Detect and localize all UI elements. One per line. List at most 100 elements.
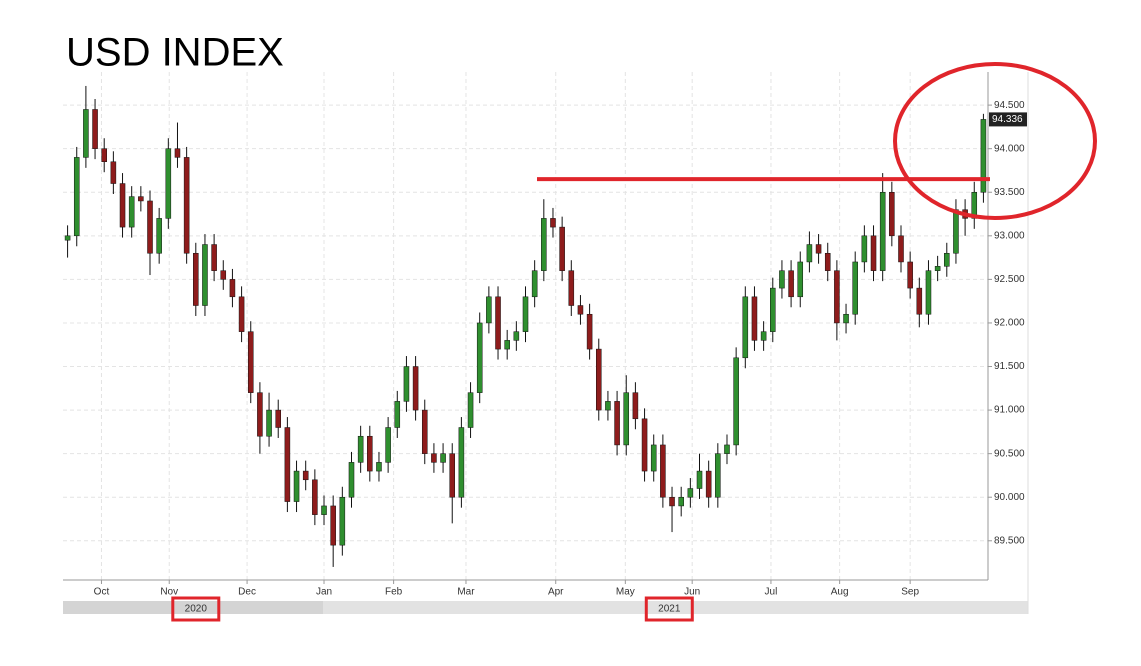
candle-body bbox=[165, 148, 172, 219]
y-tick-label: 92.500 bbox=[994, 274, 1025, 285]
candle-body bbox=[110, 161, 117, 184]
candle-body bbox=[889, 191, 895, 237]
candle-body bbox=[73, 157, 80, 237]
x-tick-label: Aug bbox=[831, 587, 849, 598]
year-label: 2021 bbox=[658, 604, 681, 615]
year-highlight bbox=[171, 596, 221, 622]
candle-body bbox=[898, 235, 904, 263]
y-tick-label: 91.000 bbox=[994, 405, 1025, 416]
candle-body bbox=[238, 296, 245, 332]
y-tick-label: 93.500 bbox=[994, 187, 1025, 198]
candle-body bbox=[614, 401, 620, 446]
candle-body bbox=[247, 331, 254, 393]
y-tick-label: 91.500 bbox=[994, 361, 1025, 372]
candle-body bbox=[302, 470, 309, 481]
candle-body bbox=[870, 235, 877, 271]
candle-body bbox=[559, 226, 565, 271]
candle-body bbox=[550, 218, 556, 228]
candle-body bbox=[586, 313, 593, 350]
y-tick-label: 93.000 bbox=[994, 230, 1025, 241]
candle-body bbox=[101, 148, 107, 162]
chart-title: USD INDEX bbox=[66, 31, 284, 75]
candle-body bbox=[678, 496, 684, 507]
highlight-circle bbox=[893, 62, 1097, 220]
year-label: 2020 bbox=[185, 604, 208, 615]
candle-body bbox=[504, 340, 510, 350]
last-price-label: 94.336 bbox=[992, 114, 1023, 125]
x-tick-label: Nov bbox=[160, 587, 178, 598]
candle-body bbox=[806, 244, 813, 263]
x-tick-label: Sep bbox=[901, 587, 919, 598]
candle-body bbox=[944, 252, 950, 267]
candle-body bbox=[632, 392, 639, 420]
candle-body bbox=[394, 401, 401, 428]
candle-body bbox=[495, 296, 501, 350]
y-tick-label: 89.500 bbox=[994, 535, 1025, 546]
candle-body bbox=[834, 270, 840, 324]
candle-body bbox=[440, 453, 446, 463]
candle-body bbox=[357, 435, 364, 463]
candle-body bbox=[412, 366, 419, 411]
candle-body bbox=[403, 366, 410, 402]
candle-body bbox=[971, 191, 978, 219]
y-tick-label: 94.500 bbox=[994, 100, 1025, 111]
candle-body bbox=[907, 261, 913, 289]
candle-body bbox=[174, 148, 181, 158]
candle-body bbox=[330, 505, 336, 546]
candle-body bbox=[312, 479, 318, 515]
y-tick-label: 92.000 bbox=[994, 318, 1025, 329]
y-tick-label: 94.000 bbox=[994, 143, 1025, 154]
x-tick-label: Jan bbox=[316, 587, 332, 598]
candle-body bbox=[266, 409, 272, 437]
candle-body bbox=[275, 409, 281, 428]
x-tick-label: Oct bbox=[94, 587, 110, 598]
candle-body bbox=[953, 209, 959, 254]
x-tick-label: Dec bbox=[238, 587, 256, 598]
candle-body bbox=[705, 470, 712, 498]
candle-body bbox=[486, 296, 492, 324]
candle-body bbox=[92, 109, 98, 149]
candle-body bbox=[861, 235, 868, 263]
candle-body bbox=[568, 270, 575, 306]
candle-body bbox=[577, 305, 584, 315]
candle-body bbox=[623, 392, 630, 446]
candle-body bbox=[119, 183, 126, 228]
candle-body bbox=[541, 218, 547, 271]
candle-body bbox=[431, 453, 437, 463]
candle-body bbox=[660, 444, 666, 498]
candle-body bbox=[742, 296, 749, 359]
candle-body bbox=[650, 444, 657, 472]
candle-body bbox=[797, 261, 804, 298]
candle-body bbox=[138, 196, 144, 202]
candle-body bbox=[128, 196, 135, 228]
x-tick-label: May bbox=[616, 587, 635, 598]
candle-body bbox=[284, 427, 291, 502]
candle-body bbox=[83, 109, 89, 158]
candle-body bbox=[788, 270, 794, 298]
candle-body bbox=[156, 218, 162, 254]
candle-body bbox=[147, 200, 153, 254]
candle-body bbox=[293, 470, 300, 502]
x-tick-label: Apr bbox=[548, 587, 564, 598]
candle-body bbox=[183, 157, 190, 254]
candle-body bbox=[934, 266, 941, 271]
candle-body bbox=[879, 191, 886, 271]
candle-body bbox=[193, 252, 199, 306]
y-tick-label: 90.500 bbox=[994, 448, 1025, 459]
candle-body bbox=[843, 313, 849, 324]
candle-body bbox=[824, 252, 831, 271]
candle-body bbox=[751, 296, 758, 341]
year-highlight bbox=[644, 596, 694, 622]
last-price-box bbox=[989, 112, 1027, 127]
candle-body bbox=[852, 261, 858, 315]
candle-body bbox=[925, 270, 932, 315]
candle-body bbox=[760, 331, 767, 341]
candle-body bbox=[376, 462, 382, 472]
candle-body bbox=[348, 462, 355, 498]
candle-body bbox=[385, 427, 391, 463]
candle-body bbox=[513, 331, 520, 341]
candle-body bbox=[211, 244, 217, 271]
candle-body bbox=[467, 392, 474, 428]
candle-body bbox=[339, 496, 346, 546]
candle-body bbox=[321, 505, 327, 515]
